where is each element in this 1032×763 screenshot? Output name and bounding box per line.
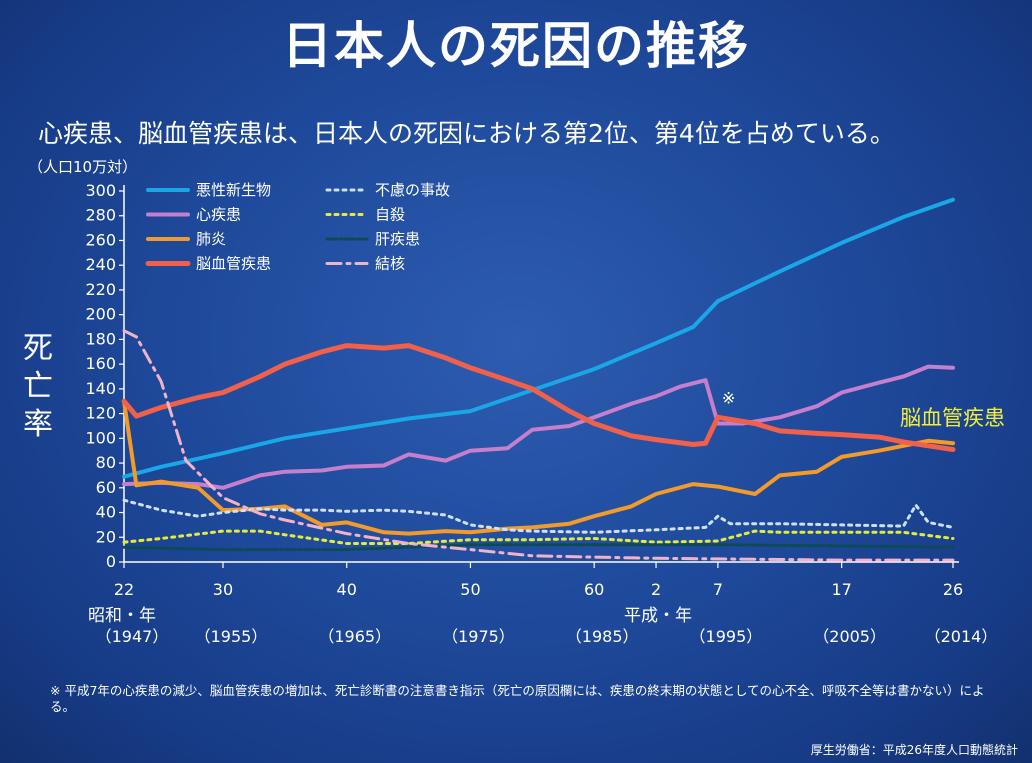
- footnote: ※ 平成7年の心疾患の減少、脳血管疾患の増加は、死亡診断書の注意書き指示（死亡の…: [50, 683, 985, 714]
- y-tick-label: 240: [85, 255, 116, 274]
- y-unit-label: （人口10万対）: [28, 158, 138, 176]
- legend-label-5: 自殺: [375, 206, 405, 224]
- annotation-mark: ※: [722, 389, 735, 408]
- legend-label-6: 肝疾患: [375, 230, 420, 248]
- y-tick-label: 300: [85, 181, 116, 200]
- series-line-2: [122, 399, 955, 536]
- y-tick-label: 180: [85, 329, 116, 348]
- y-tick-label: 80: [96, 453, 116, 472]
- series-line-4: [122, 498, 955, 534]
- page-title: 日本人の死因の推移: [282, 17, 750, 75]
- x-year-label: （1975）: [442, 627, 515, 646]
- y-tick-label: 160: [85, 354, 116, 373]
- y-tick-label: 0: [106, 552, 116, 571]
- legend-label-0: 悪性新生物: [196, 181, 271, 199]
- x-year-label: （2014）: [925, 627, 998, 646]
- y-tick-label: 140: [85, 379, 116, 398]
- x-tick-label: 60: [584, 580, 604, 599]
- era-label-heisei: 平成・年: [624, 606, 692, 626]
- x-tick-label: 22: [114, 580, 134, 599]
- x-tick-label: 2: [651, 580, 661, 599]
- y-tick-label: 100: [85, 428, 116, 447]
- y-tick-label: 60: [96, 478, 116, 497]
- x-tick-label: 17: [831, 580, 851, 599]
- x-tick-label: 26: [943, 580, 963, 599]
- y-tick-label: 120: [85, 404, 116, 423]
- x-year-label: （1965）: [318, 627, 391, 646]
- y-axis-label: 死亡率: [23, 331, 53, 442]
- page-subtitle: 心疾患、脳血管疾患は、日本人の死因における第2位、第4位を占めている。: [38, 119, 895, 148]
- series-line-6: [122, 543, 955, 552]
- y-tick-label: 260: [85, 230, 116, 249]
- x-tick-label: 7: [713, 580, 723, 599]
- source-credit: 厚生労働省：平成26年度人口動態統計: [810, 743, 1018, 757]
- y-tick-label: 40: [96, 503, 116, 522]
- x-year-label: （1985）: [566, 627, 639, 646]
- legend-label-3: 脳血管疾患: [196, 255, 271, 273]
- era-label-showa: 昭和・年: [88, 606, 156, 626]
- x-tick-label: 50: [460, 580, 480, 599]
- x-year-label: （2005）: [813, 627, 886, 646]
- series-line-7: [122, 329, 955, 562]
- series-line-3: [121, 343, 956, 452]
- legend-label-2: 肺炎: [196, 230, 226, 248]
- x-year-label: （1955）: [195, 627, 268, 646]
- y-tick-label: 280: [85, 206, 116, 225]
- x-year-label: （1947）: [96, 627, 169, 646]
- legend-label-7: 結核: [375, 255, 405, 273]
- y-tick-label: 200: [85, 305, 116, 324]
- highlight-label: 脳血管疾患: [900, 406, 1005, 430]
- series-line-5: [122, 529, 955, 545]
- y-tick-label: 20: [96, 527, 116, 546]
- series-line-0: [122, 197, 955, 479]
- series-line-1: [122, 364, 955, 490]
- x-tick-label: 30: [213, 580, 233, 599]
- legend-label-4: 不慮の事故: [375, 181, 450, 199]
- y-tick-label: 220: [85, 280, 116, 299]
- legend-label-1: 心疾患: [196, 206, 241, 224]
- x-tick-label: 40: [337, 580, 357, 599]
- x-year-label: （1995）: [690, 627, 763, 646]
